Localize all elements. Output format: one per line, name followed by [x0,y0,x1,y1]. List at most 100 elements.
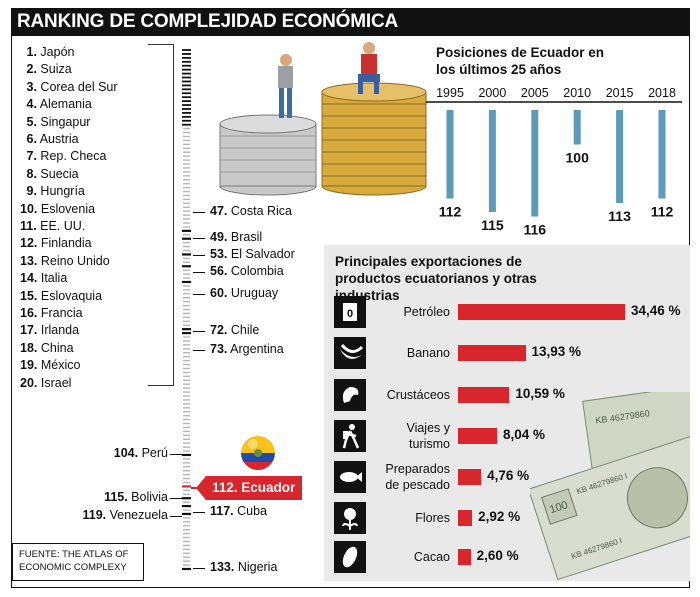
rank-country: Venezuela [106,508,168,522]
positions-value-label: 116 [524,222,547,238]
rank-country: Uruguay [227,286,279,300]
export-category-label: Banano [407,345,450,361]
export-category-line: Flores [415,511,450,525]
export-category-line: Petróleo [403,305,450,319]
export-value-label: 2,92 % [478,509,521,524]
export-value-label: 10,59 % [515,386,565,401]
rank-item: 18. China [20,340,74,357]
rank-country: Brasil [227,230,263,244]
rank-country: Suecia [36,166,79,181]
connector-tick [170,498,182,499]
rank-country: Eslovenia [37,201,96,216]
connector-tick [193,238,205,239]
rank-number: 18. [20,340,38,355]
ecuador-flag-ball [241,436,275,470]
rank-country: El Salvador [227,247,295,261]
rank-item: 15. Eslovaquia [20,288,102,305]
positions-year-label: 2005 [521,86,549,100]
rank-number: 47. [210,204,228,218]
positions-year-label: 2015 [606,86,634,100]
rank-country: Irlanda [37,323,80,338]
source-line-1: FUENTE: THE ATLAS OF [19,549,129,560]
positions-title: Posiciones de Ecuador en los últimos 25 … [436,44,606,78]
export-category-line: Viajes y [406,421,450,435]
rank-item: 7. Rep. Checa [27,148,107,165]
rank-item: 12. Finlandia [20,235,92,252]
rank-country: Colombia [227,264,284,278]
export-value-label: 8,04 % [502,427,545,442]
positions-value-label: 100 [566,150,590,166]
rank-number: 3. [26,79,37,94]
rank-item: 47. Costa Rica [210,203,292,220]
export-bar [458,549,471,565]
rank-number: 73. [210,342,228,356]
rank-item: 119. Venezuela [83,507,169,524]
rank-number: 6. [26,132,37,146]
hiker-icon [334,420,366,452]
rank-item: 72. Chile [210,322,259,339]
rank-number: 12. [20,236,38,251]
rank-item: 104. Perú [114,445,168,462]
svg-text:100: 100 [548,499,569,516]
export-category-line: Crustáceos [386,388,450,402]
export-bar [458,510,473,526]
rank-item: 11. EE. UU. [20,218,85,235]
banknotes-illustration: KB 46279860 100 KB 46279860 I KB 4627986… [530,392,690,581]
export-category-line: Cacao [413,550,450,564]
rank-item: 5. Singapur [27,114,91,131]
rank-number: 7. [26,149,37,164]
rank-number: 19. [20,358,38,373]
connector-tick [193,255,205,256]
ranking-scale [182,46,191,573]
rank-number: 2. [26,62,37,77]
rank-number: 14. [20,271,38,286]
rank-number: 49. [210,230,228,244]
rank-number: 8. [26,166,37,181]
rank-country: Bolivia [127,490,168,504]
exports-title: Principales exportaciones de productos e… [335,253,575,304]
connector-tick [193,272,205,273]
rank-country: Perú [138,446,168,460]
rank-number: 1. [26,45,37,59]
rank-number: 72. [210,323,228,337]
oil-barrel-icon: 0 [334,296,366,328]
rank-item: 9. Hungría [27,183,85,200]
positions-title-text: Posiciones de Ecuador en los últimos 25 … [436,45,605,77]
rank-number: 20. [20,375,38,390]
shrimp-icon [334,379,366,411]
rank-number: 56. [210,264,228,278]
positions-bar [573,110,581,145]
top20-bracket [148,44,174,386]
rank-number: 11. [20,219,37,233]
connector-tick [193,294,205,295]
source-note: FUENTE: THE ATLAS OF ECONOMIC COMPLEXY [12,543,144,581]
rank-country: Chile [227,323,260,337]
rank-country: Singapur [36,114,91,129]
rank-country: Alemania [36,97,92,112]
export-bar [458,469,482,485]
source-line-2: ECONOMIC COMPLEXY [19,562,127,573]
positions-bar [531,110,539,217]
rank-item: 10. Eslovenia [20,201,95,218]
positions-year-label: 2010 [563,86,591,100]
positions-value-label: 112 [651,204,674,220]
positions-value-label: 112 [439,204,462,220]
rank-item: 3. Corea del Sur [27,79,118,96]
positions-bar [658,110,666,199]
export-bar [458,387,510,403]
banana-icon [334,337,366,369]
rank-number: 5. [26,114,37,129]
rank-country: Reino Unido [37,253,110,268]
connector-tick [193,212,205,213]
rank-number: 104. [113,446,139,460]
rank-item: 133. Nigeria [210,559,277,576]
coins-illustration [219,42,427,196]
rank-item: 19. México [20,357,80,374]
rank-country: Eslovaquia [37,288,103,303]
rank-item: 53. El Salvador [210,246,295,263]
rank-number: 4. [26,97,37,112]
rank-item: 56. Colombia [210,263,284,280]
rank-item: 117. Cuba [210,503,267,520]
export-value-label: 2,60 % [476,548,519,563]
connector-tick [170,454,182,455]
